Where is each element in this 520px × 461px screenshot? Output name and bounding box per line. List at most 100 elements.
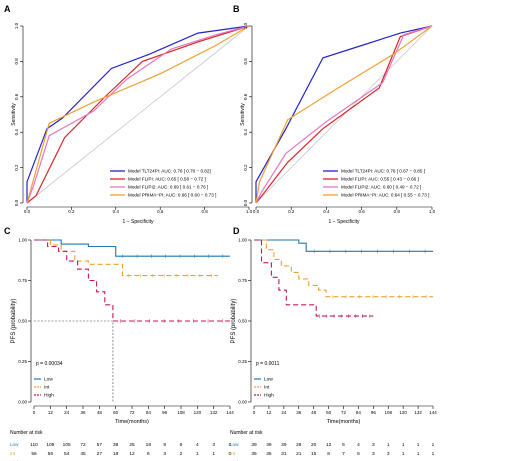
x-tick-label: 60 (113, 410, 119, 415)
risk-table-cell: 1 (212, 451, 215, 457)
risk-table-cell: 20 (311, 442, 317, 448)
y-tick-label: 0.00 (18, 400, 27, 405)
risk-table-cell: 1 (402, 451, 405, 457)
legend-entry: Model PRIMA−PI: AUC: 0.66 [ 0.60 − 0.73 … (128, 193, 216, 198)
roc-curve-series-3 (255, 25, 433, 204)
y-tick-label: 0.2 (14, 164, 19, 171)
legend-entry: Int (264, 385, 270, 391)
x-tick-label: 48 (311, 410, 317, 415)
risk-table-cell: 5 (357, 451, 360, 457)
legend-entry: High (264, 393, 274, 399)
legend-entry: Low (44, 377, 53, 383)
risk-table-cell: 39 (251, 442, 257, 448)
risk-table-row-label: Low (10, 442, 19, 447)
risk-table-cell: 1 (432, 451, 435, 457)
y-tick-label: 1.00 (238, 238, 247, 243)
x-tick-label: 132 (414, 410, 422, 415)
risk-table-cell: 39 (281, 442, 287, 448)
panel-b-roc-chart: B0.0 0.2 0.4 0.6 0.8 1.00.00.20.40.60.81.01 −… (233, 4, 436, 225)
x-tick-label: 12 (48, 410, 54, 415)
roc-curve-series-1 (26, 25, 250, 203)
risk-table-cell: 56 (31, 451, 37, 457)
roc-curve-series-4 (26, 25, 250, 204)
panel-c-km-chart: C0 12 24 36 48 60 72 84 96 108 120 132 1440.000.250.… (4, 226, 234, 461)
legend-entry: Int (44, 385, 50, 391)
risk-table-cell: 9 (163, 442, 166, 448)
risk-table-cell: 1 (432, 442, 435, 448)
y-tick-label: 0.25 (238, 359, 247, 364)
risk-table-cell: 39 (266, 442, 272, 448)
y-tick-label: 1.0 (243, 22, 248, 29)
x-tick-label: 96 (371, 410, 377, 415)
risk-table-cell: 35 (266, 451, 272, 457)
panel-a-roc-chart: A 0.0 0.2 0.4 0.6 0.8 1.0 0.0 0.2 0.4 0.6 0.8 1.0 1 −… (4, 4, 253, 225)
x-tick-label: 120 (399, 410, 407, 415)
p-value-label: p = 0.00034 (36, 361, 63, 367)
risk-table-cell: 6 (180, 442, 183, 448)
x-tick-label: 0.4 (323, 209, 330, 214)
risk-table-cell: 1 (402, 442, 405, 448)
x-tick-label: 0.2 (68, 209, 75, 214)
survival-curve-high (254, 239, 374, 317)
risk-table-cell: 6 (147, 451, 150, 457)
risk-table-cell: 26 (296, 442, 302, 448)
x-tick-label: 0.0 (24, 209, 31, 214)
risk-table-title: Number at risk (10, 430, 43, 436)
risk-table-cell: 25 (129, 442, 135, 448)
panel-d-km-chart: D0 12 24 36 48 60 72 84 96 108 120 132 1440.000.250.… (230, 226, 437, 461)
risk-table-cell: 3 (372, 442, 375, 448)
x-tick-label: 72 (129, 410, 135, 415)
x-axis-title: 1 − Specificity (123, 219, 154, 225)
y-tick-label: 1.0 (14, 22, 19, 29)
risk-table-cell: 7 (342, 451, 345, 457)
legend-entry: Model FLIPI2: AUC: 0.69 [ 0.61 − 0.76 ] (128, 185, 208, 190)
risk-table-cell: 18 (113, 451, 119, 457)
roc-curve-series-4 (255, 25, 433, 204)
risk-table-cell: 4 (357, 442, 360, 448)
y-tick-label: 0.50 (18, 319, 27, 324)
y-tick-label: 0.2 (243, 164, 248, 171)
y-tick-label: 1.00 (18, 238, 27, 243)
risk-table-cell: 1 (417, 451, 420, 457)
y-tick-label: 0.50 (238, 319, 247, 324)
reference-diagonal-line (255, 25, 433, 204)
y-tick-label: 0.25 (18, 359, 27, 364)
survival-curve-high (34, 239, 230, 322)
x-axis-title: Time(months) (327, 419, 361, 425)
survival-curve-int (254, 239, 433, 298)
risk-table-cell: 35 (251, 451, 257, 457)
risk-table-cell: 56 (48, 451, 54, 457)
x-tick-label: 12 (266, 410, 272, 415)
x-tick-label: 36 (296, 410, 302, 415)
risk-table-cell: 45 (80, 451, 86, 457)
survival-curve-int (34, 239, 218, 277)
y-tick-label: 0.0 (14, 199, 19, 206)
x-tick-label: 96 (162, 410, 168, 415)
panel-a-label: A (4, 4, 11, 14)
survival-curve-low (34, 239, 230, 257)
risk-table-cell: 0 (229, 442, 232, 448)
x-tick-label: 1.0 (429, 209, 436, 214)
panel-b-label: B (233, 4, 240, 14)
legend-entry: Model FLIPI: AUC: 0.55 [ 0.43 − 0.66 ] (341, 177, 419, 182)
x-tick-label: 0.2 (288, 209, 295, 214)
risk-table-title: Number at risk (230, 430, 263, 436)
risk-table-cell: 72 (80, 442, 86, 448)
roc-curve-series-1 (255, 25, 433, 203)
y-tick-label: 0.0 (243, 199, 248, 206)
x-tick-label: 108 (177, 410, 185, 415)
x-axis-title: 1 − Specificity (329, 219, 360, 225)
y-tick-label: 0.75 (18, 278, 27, 283)
risk-table-cell: 27 (97, 451, 103, 457)
x-tick-label: 0.8 (394, 209, 401, 214)
x-tick-label: 48 (97, 410, 103, 415)
risk-table-cell: 3 (212, 442, 215, 448)
y-tick-label: 0.4 (243, 129, 248, 136)
y-axis-title: PFS (probability) (11, 299, 17, 344)
legend-entry: Model TLT24PI: AUC: 0.76 [ 0.70 − 0.82] (128, 169, 211, 174)
risk-table-cell: 57 (97, 442, 103, 448)
legend-entry: Model FLIPI2: AUC: 0.60 [ 0.49 − 0.72 ] (341, 185, 421, 190)
roc-curve-series-2 (255, 25, 433, 204)
risk-table-cell: 3 (163, 451, 166, 457)
